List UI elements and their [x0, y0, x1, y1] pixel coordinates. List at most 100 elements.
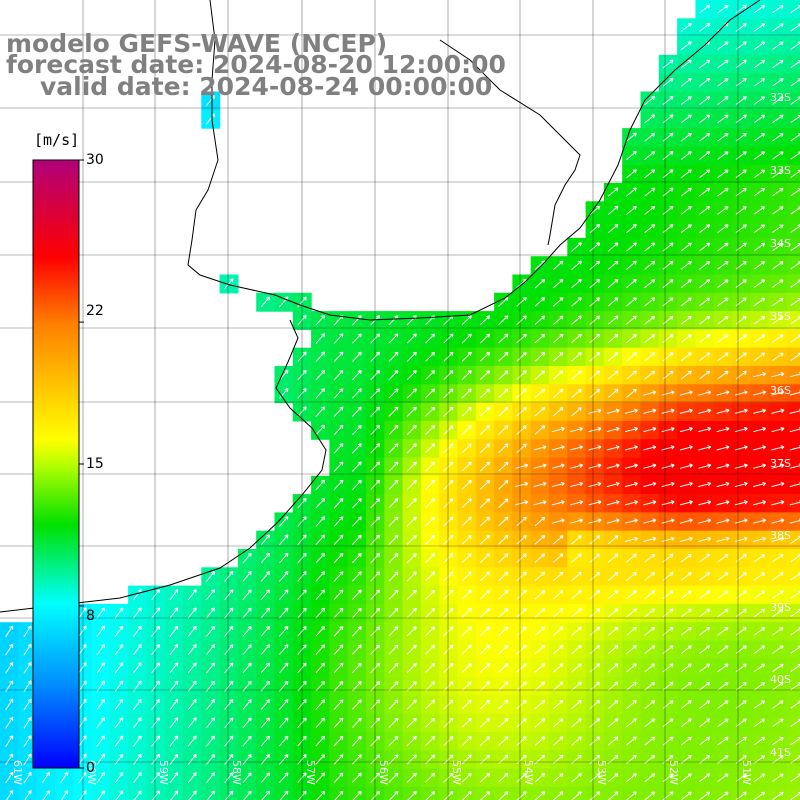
- wind-arrow: [260, 571, 271, 582]
- wind-arrow: [132, 607, 142, 619]
- wind-arrow: [352, 717, 362, 728]
- wind-arrow: [425, 479, 436, 490]
- wind-arrow: [753, 736, 766, 746]
- wind-arrow: [315, 589, 326, 600]
- wind-arrow: [679, 481, 693, 488]
- wind-arrow: [187, 589, 197, 601]
- wind-arrow: [279, 607, 289, 619]
- wind-arrow: [589, 333, 601, 344]
- wind-arrow: [772, 224, 784, 233]
- wind-arrow: [352, 351, 362, 362]
- wind-arrow: [717, 78, 729, 87]
- wind-arrow: [662, 151, 674, 160]
- wind-arrow: [516, 791, 527, 800]
- wind-arrow: [607, 791, 619, 800]
- wind-arrow: [96, 662, 105, 674]
- wind-arrow: [5, 753, 14, 766]
- lat-label: 35S: [770, 310, 791, 323]
- wind-arrow: [479, 425, 491, 435]
- wind-arrow: [643, 426, 657, 433]
- model-title: modelo GEFS-WAVE (NCEP): [6, 29, 388, 58]
- wind-arrow: [479, 699, 491, 710]
- wind-arrow: [735, 261, 747, 270]
- valid-date: valid date: 2024-08-24 00:00:00: [40, 72, 493, 101]
- wind-arrow: [443, 571, 454, 582]
- wind-arrow: [717, 132, 729, 142]
- wind-arrow: [443, 589, 454, 600]
- wind-arrow: [315, 552, 326, 564]
- wind-arrow: [516, 608, 527, 618]
- wind-arrow: [516, 736, 527, 746]
- wind-arrow: [699, 626, 711, 636]
- wind-arrow: [534, 754, 546, 765]
- lat-label: 33S: [770, 164, 791, 177]
- wind-arrow: [242, 699, 252, 710]
- wind-arrow: [643, 408, 657, 414]
- wind-arrow: [772, 133, 784, 142]
- wind-arrow: [461, 717, 472, 728]
- wind-arrow: [680, 187, 692, 197]
- wind-arrow: [151, 735, 160, 747]
- lat-label: 37S: [770, 457, 791, 470]
- wind-arrow: [625, 773, 637, 783]
- wind-arrow: [406, 424, 417, 436]
- wind-cell: [402, 786, 422, 800]
- wind-arrow: [315, 571, 326, 582]
- lon-label: 60W: [85, 760, 98, 785]
- wind-arrow: [333, 461, 344, 472]
- wind-arrow: [388, 790, 399, 800]
- wind-arrow: [571, 626, 582, 636]
- wind-arrow: [571, 370, 582, 380]
- wind-arrow: [406, 351, 417, 362]
- wind-arrow: [333, 333, 344, 344]
- wind-arrow: [625, 279, 637, 289]
- wind-arrow: [315, 607, 326, 619]
- wind-arrow: [78, 717, 87, 729]
- wind-arrow: [260, 552, 271, 564]
- wind-arrow: [734, 390, 748, 396]
- wind-arrow: [644, 791, 656, 800]
- wind-arrow: [735, 132, 747, 142]
- wind-arrow: [498, 461, 509, 472]
- wind-arrow: [644, 334, 656, 343]
- wind-cell: [36, 786, 56, 800]
- wind-cell: [786, 0, 800, 19]
- wind-arrow: [406, 662, 417, 673]
- wind-arrow: [662, 260, 674, 270]
- wind-cell: [109, 786, 129, 800]
- wind-arrow: [187, 680, 197, 692]
- wind-arrow: [679, 408, 693, 414]
- wind-arrow: [644, 315, 656, 325]
- wind-arrow: [753, 372, 767, 378]
- wind-arrow: [242, 735, 252, 747]
- wind-arrow: [643, 518, 657, 524]
- wind-arrow: [699, 77, 711, 87]
- wind-arrow: [753, 773, 766, 782]
- wind-cell: [549, 786, 568, 800]
- wind-arrow: [606, 481, 620, 488]
- wind-arrow: [534, 736, 546, 746]
- wind-arrow: [443, 681, 454, 692]
- wind-arrow: [772, 59, 784, 69]
- wind-arrow: [644, 553, 656, 563]
- wind-arrow: [625, 645, 637, 655]
- wind-arrow: [571, 297, 582, 307]
- wind-arrow: [662, 279, 674, 289]
- wind-arrow: [589, 553, 601, 563]
- wind-arrow: [680, 718, 692, 728]
- wind-arrow: [406, 516, 417, 527]
- lon-label: 51W: [740, 760, 753, 785]
- wind-arrow: [771, 536, 785, 542]
- wind-arrow: [589, 681, 601, 691]
- wind-arrow: [406, 772, 417, 783]
- colorbar-label-0: 0: [86, 760, 95, 776]
- wind-arrow: [114, 735, 124, 747]
- wind-arrow: [753, 151, 766, 160]
- wind-arrow: [625, 663, 637, 673]
- wind-arrow: [679, 518, 693, 524]
- wind-arrow: [571, 699, 582, 710]
- wind-arrow: [644, 205, 656, 215]
- wind-arrow: [643, 500, 657, 506]
- wind-arrow: [425, 425, 436, 435]
- wind-arrow: [644, 279, 656, 289]
